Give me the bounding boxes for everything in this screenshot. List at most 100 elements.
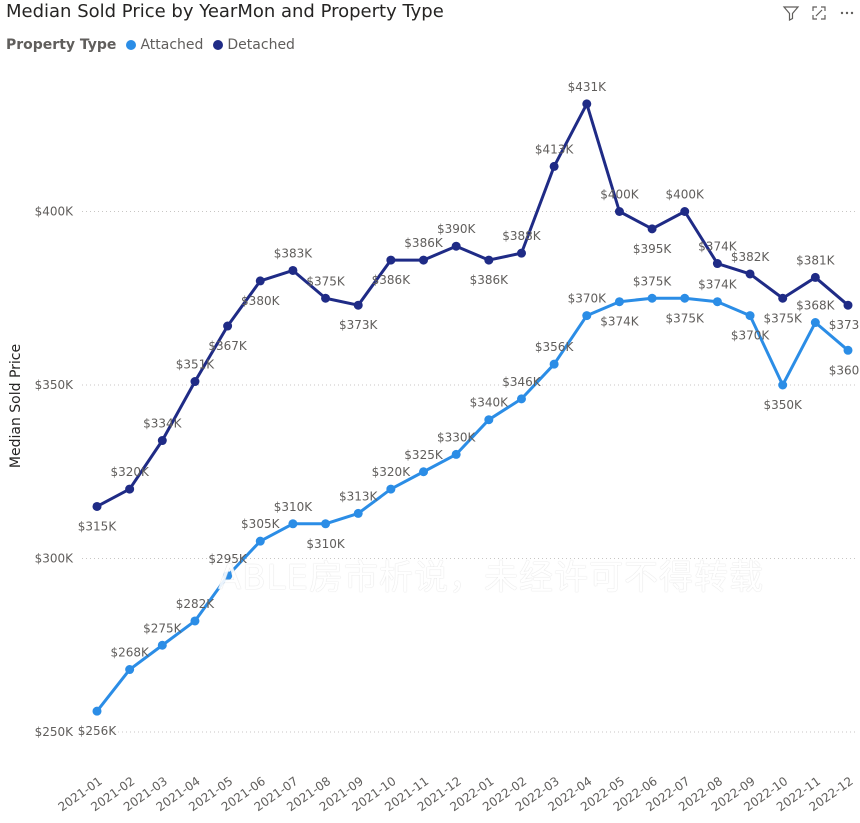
visual-header-toolbar (782, 4, 856, 22)
data-point-attached[interactable] (92, 706, 102, 716)
data-point-detached[interactable] (190, 377, 200, 387)
data-point-attached[interactable] (745, 311, 755, 321)
data-point-detached[interactable] (484, 255, 494, 265)
legend-item-detached[interactable]: Detached (213, 37, 295, 53)
data-label-attached: $350K (763, 398, 803, 412)
data-point-attached[interactable] (386, 484, 396, 494)
data-point-attached[interactable] (810, 318, 820, 328)
data-point-detached[interactable] (810, 272, 820, 282)
data-point-detached[interactable] (778, 293, 788, 303)
data-label-detached: $351K (176, 358, 216, 372)
data-point-detached[interactable] (614, 207, 624, 216)
data-point-detached[interactable] (745, 269, 755, 279)
data-point-attached[interactable] (582, 311, 592, 321)
legend-title: Property Type (6, 37, 117, 53)
data-label-attached: $320K (372, 465, 412, 479)
data-point-detached[interactable] (223, 321, 233, 331)
data-point-detached[interactable] (582, 99, 592, 109)
data-label-detached: $373K (829, 318, 860, 332)
data-point-attached[interactable] (843, 345, 853, 355)
data-point-detached[interactable] (451, 241, 461, 251)
data-label-attached: $360K (829, 363, 860, 377)
data-labels: $256K $268K $275K $282K $295K $305K $310K $310K… (78, 80, 860, 738)
data-point-attached[interactable] (451, 449, 461, 459)
data-point-attached[interactable] (353, 508, 363, 518)
data-label-attached: $374K (600, 315, 640, 329)
data-point-detached[interactable] (157, 436, 167, 446)
data-point-attached[interactable] (680, 293, 690, 303)
data-point-attached[interactable] (321, 519, 331, 529)
data-label-detached: $386K (470, 273, 510, 287)
data-point-detached[interactable] (92, 501, 102, 511)
data-label-attached: $268K (110, 646, 150, 660)
data-label-attached: $325K (404, 448, 444, 462)
data-label-attached: $374K (698, 278, 738, 292)
data-point-attached[interactable] (419, 467, 429, 477)
data-point-detached[interactable] (647, 224, 657, 234)
data-point-detached[interactable] (386, 255, 396, 265)
data-point-attached[interactable] (223, 571, 233, 581)
data-point-detached[interactable] (712, 259, 722, 269)
data-label-attached: $330K (437, 430, 477, 444)
data-label-detached: $395K (633, 242, 673, 256)
data-point-detached[interactable] (680, 207, 690, 216)
data-point-attached[interactable] (288, 519, 298, 529)
data-label-detached: $382K (731, 250, 771, 264)
y-tick-label: $300K (35, 552, 75, 566)
data-point-attached[interactable] (190, 616, 200, 626)
data-label-detached: $386K (404, 236, 444, 250)
data-point-attached[interactable] (712, 297, 722, 307)
data-label-detached: $431K (568, 80, 608, 94)
legend-marker-attached (126, 40, 137, 50)
data-point-attached[interactable] (484, 415, 494, 425)
data-point-detached[interactable] (255, 276, 265, 286)
data-point-detached[interactable] (125, 484, 135, 494)
focus-mode-icon[interactable] (810, 4, 828, 22)
data-label-attached: $375K (666, 311, 706, 325)
data-point-detached[interactable] (353, 300, 363, 310)
data-point-attached[interactable] (125, 665, 135, 675)
data-point-attached[interactable] (778, 380, 788, 390)
data-point-detached[interactable] (321, 293, 331, 303)
data-label-detached: $390K (437, 222, 477, 236)
data-label-attached: $310K (306, 537, 346, 551)
data-label-detached: $375K (306, 274, 346, 288)
data-label-attached: $370K (568, 292, 608, 306)
y-tick-label: $400K (35, 205, 75, 219)
more-options-icon[interactable] (838, 4, 856, 22)
data-label-attached: $305K (241, 517, 281, 531)
data-point-attached[interactable] (157, 640, 167, 650)
data-point-detached[interactable] (549, 161, 559, 171)
data-label-detached: $334K (143, 417, 183, 431)
data-label-detached: $413K (535, 142, 575, 156)
data-label-attached: $310K (274, 500, 314, 514)
data-label-attached: $275K (143, 621, 183, 635)
data-point-detached[interactable] (288, 265, 298, 275)
y-tick-label: $250K (35, 725, 75, 739)
data-point-attached[interactable] (614, 297, 624, 307)
chart-title: Median Sold Price by YearMon and Propert… (6, 1, 444, 22)
data-point-detached[interactable] (516, 248, 526, 258)
data-label-detached: $388K (502, 229, 542, 243)
data-label-detached: $320K (110, 465, 150, 479)
data-point-attached[interactable] (647, 293, 657, 303)
data-label-attached: $368K (796, 299, 836, 313)
data-point-attached[interactable] (516, 394, 526, 404)
data-label-attached: $375K (633, 274, 673, 288)
x-axis: 2021-012021-022021-032021-042021-052021-… (56, 774, 856, 814)
data-point-attached[interactable] (549, 359, 559, 369)
data-label-detached: $381K (796, 253, 836, 267)
watermark: ABLE房市析说，未经许可不得转载 (218, 558, 765, 598)
data-point-detached[interactable] (843, 300, 853, 310)
data-label-detached: $400K (666, 188, 706, 202)
data-point-detached[interactable] (419, 255, 429, 265)
legend-item-attached[interactable]: Attached (126, 37, 203, 53)
data-point-attached[interactable] (255, 536, 265, 546)
data-label-attached: $346K (502, 375, 542, 389)
data-label-attached: $340K (470, 396, 510, 410)
data-label-detached: $373K (339, 318, 379, 332)
series-layer (92, 99, 853, 716)
legend-label-detached: Detached (227, 37, 295, 53)
filter-icon[interactable] (782, 4, 800, 22)
